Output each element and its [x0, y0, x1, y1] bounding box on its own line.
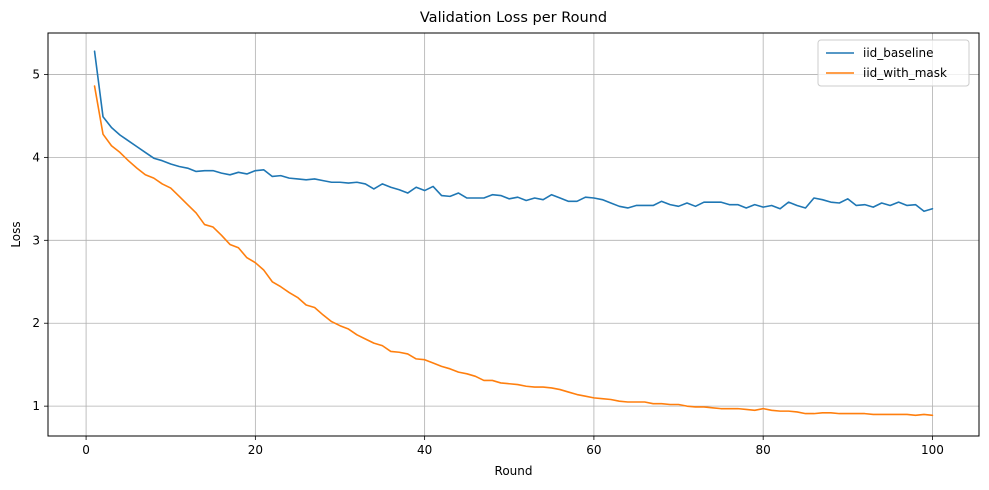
- y-tick-label: 3: [32, 233, 40, 247]
- legend-label: iid_baseline: [863, 46, 934, 60]
- ticks: 0 20 40 60 80 100 1 2 3 4 5: [32, 67, 944, 457]
- chart-title: Validation Loss per Round: [420, 10, 607, 26]
- plot-frame: [47, 32, 980, 437]
- series-layer: [93, 50, 934, 417]
- legend: iid_baseline iid_with_mask: [817, 39, 970, 87]
- y-tick-label: 5: [32, 67, 40, 81]
- x-tick-label: 100: [921, 443, 944, 457]
- x-axis-title: Round: [495, 464, 533, 478]
- y-tick-label: 2: [32, 316, 40, 330]
- x-tick-label: 40: [417, 443, 432, 457]
- series-line-iid-with-mask: [93, 85, 934, 417]
- x-tick-label: 0: [82, 443, 90, 457]
- x-tick-label: 80: [756, 443, 771, 457]
- y-tick-label: 1: [32, 399, 40, 413]
- legend-label: iid_with_mask: [863, 66, 947, 80]
- y-tick-label: 4: [32, 150, 40, 164]
- legend-box: [817, 39, 970, 87]
- y-axis-title: Loss: [9, 221, 23, 247]
- x-tick-label: 20: [248, 443, 263, 457]
- series-line-iid-baseline: [93, 50, 934, 213]
- x-tick-label: 60: [586, 443, 601, 457]
